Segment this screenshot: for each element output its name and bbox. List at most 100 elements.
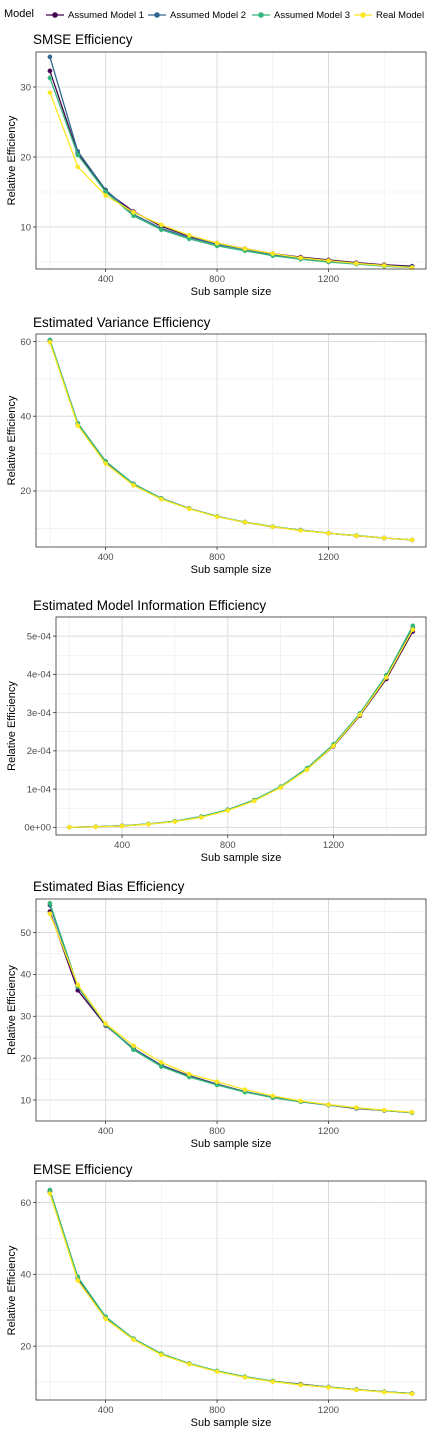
legend-title: Model bbox=[4, 8, 34, 20]
chart-title: SMSE Efficiency bbox=[33, 32, 133, 47]
data-point bbox=[186, 233, 192, 238]
plot-area bbox=[56, 617, 426, 835]
data-point bbox=[119, 823, 125, 829]
legend-label: Assumed Model 3 bbox=[274, 10, 351, 21]
data-point bbox=[159, 227, 164, 233]
data-point bbox=[172, 819, 178, 824]
y-tick-label: 30 bbox=[20, 1012, 31, 1023]
y-tick-label: 60 bbox=[20, 1198, 31, 1209]
data-point bbox=[270, 251, 276, 256]
plot-area bbox=[36, 52, 426, 269]
legend-label: Assumed Model 1 bbox=[68, 10, 145, 21]
x-tick-label: 400 bbox=[98, 1126, 114, 1137]
y-tick-label: 20 bbox=[20, 1053, 31, 1064]
legend-key-icon bbox=[148, 12, 166, 18]
y-tick-label: 20 bbox=[20, 1341, 31, 1352]
panel-border bbox=[55, 616, 427, 836]
y-axis-title: Relative Efficiency bbox=[6, 395, 18, 485]
x-axis-title: Sub sample size bbox=[191, 1417, 272, 1429]
data-point bbox=[159, 222, 164, 228]
data-point bbox=[103, 193, 108, 198]
chart-estimated-model-information-efficiency: 400 800 1200 0e+00 1e-04 2e-04 3e-04 4e-04 5e-04… bbox=[6, 616, 427, 864]
data-point bbox=[354, 1105, 359, 1110]
plot-area bbox=[36, 1181, 426, 1400]
data-point bbox=[242, 1375, 248, 1380]
panel-border bbox=[35, 1180, 427, 1401]
data-point bbox=[103, 1021, 108, 1027]
data-point bbox=[270, 524, 276, 530]
data-point bbox=[103, 461, 108, 467]
panel-smse-efficiency: SMSE Efficiency 400 800 1200 10 20 30 Sub samp… bbox=[0, 30, 432, 310]
data-point bbox=[354, 261, 359, 266]
x-tick-label: 800 bbox=[209, 274, 225, 285]
y-axis-title: Relative Efficiency bbox=[6, 115, 18, 205]
data-point bbox=[75, 164, 81, 170]
data-point bbox=[326, 258, 331, 263]
chart-smse-efficiency: 400 800 1200 10 20 30 Sub sample size Relative … bbox=[6, 51, 427, 298]
data-point bbox=[131, 209, 136, 215]
x-axis-title: Sub sample size bbox=[201, 852, 282, 864]
data-point bbox=[47, 900, 53, 906]
plot-area bbox=[36, 899, 426, 1121]
data-point bbox=[214, 1369, 220, 1374]
data-point bbox=[409, 537, 415, 543]
legend-label: Assumed Model 2 bbox=[170, 10, 247, 21]
data-point bbox=[159, 1060, 164, 1065]
legend-key-icon bbox=[354, 12, 372, 18]
data-point bbox=[47, 68, 53, 74]
data-point bbox=[242, 1087, 248, 1092]
data-point bbox=[225, 808, 231, 813]
data-point bbox=[66, 824, 72, 830]
x-tick-label: 1200 bbox=[318, 552, 339, 563]
data-point bbox=[251, 798, 257, 804]
y-axis-title: Relative Efficiency bbox=[6, 681, 18, 771]
chart-title: EMSE Efficiency bbox=[33, 1162, 133, 1177]
data-point bbox=[278, 785, 283, 790]
chart-emse-efficiency: 400 800 1200 20 40 60 Sub sample size Relative … bbox=[6, 1180, 427, 1429]
data-point bbox=[159, 1064, 164, 1069]
data-point bbox=[214, 1079, 220, 1084]
data-point bbox=[93, 824, 98, 830]
data-point bbox=[131, 1047, 136, 1053]
data-point bbox=[131, 1337, 136, 1343]
series-line bbox=[49, 1193, 413, 1395]
data-point bbox=[298, 528, 303, 533]
x-tick-label: 800 bbox=[209, 1405, 225, 1416]
data-point bbox=[75, 1278, 81, 1283]
data-point bbox=[381, 1389, 387, 1395]
chart-title: Estimated Model Information Efficiency bbox=[33, 598, 267, 613]
data-point bbox=[242, 246, 248, 252]
data-point bbox=[47, 54, 53, 60]
data-point bbox=[131, 482, 136, 488]
series-line bbox=[49, 92, 413, 269]
data-point bbox=[270, 1379, 276, 1385]
series-line bbox=[49, 342, 413, 541]
plot-area bbox=[36, 334, 426, 547]
data-point bbox=[75, 982, 81, 988]
chart-estimated-bias-efficiency: 400 800 1200 10 20 30 40 50 Sub sample size Relat… bbox=[6, 898, 427, 1150]
data-point bbox=[354, 1387, 359, 1393]
data-point bbox=[298, 1382, 303, 1388]
data-point bbox=[270, 1093, 276, 1099]
y-tick-label: 5e-04 bbox=[27, 631, 51, 642]
data-point bbox=[75, 152, 81, 158]
legend-key-icon bbox=[252, 12, 270, 18]
y-tick-label: 40 bbox=[20, 1270, 31, 1281]
x-tick-label: 400 bbox=[114, 840, 130, 851]
panel-border bbox=[35, 333, 427, 548]
data-point bbox=[214, 514, 220, 520]
y-tick-label: 0e+00 bbox=[24, 823, 51, 834]
data-point bbox=[298, 1098, 303, 1104]
data-point bbox=[146, 821, 151, 827]
x-tick-label: 1200 bbox=[318, 1126, 339, 1137]
x-axis-title: Sub sample size bbox=[191, 1138, 272, 1150]
data-point bbox=[186, 1071, 192, 1077]
x-axis-title: Sub sample size bbox=[191, 564, 272, 576]
legend-key-icon bbox=[46, 12, 64, 18]
y-tick-label: 2e-04 bbox=[27, 746, 51, 757]
data-point bbox=[47, 1191, 53, 1196]
x-tick-label: 1200 bbox=[323, 840, 344, 851]
y-tick-label: 40 bbox=[20, 970, 31, 981]
data-point bbox=[326, 1385, 331, 1390]
panel-estimated-model-information-efficiency: Estimated Model Information Efficiency 4… bbox=[0, 595, 432, 871]
